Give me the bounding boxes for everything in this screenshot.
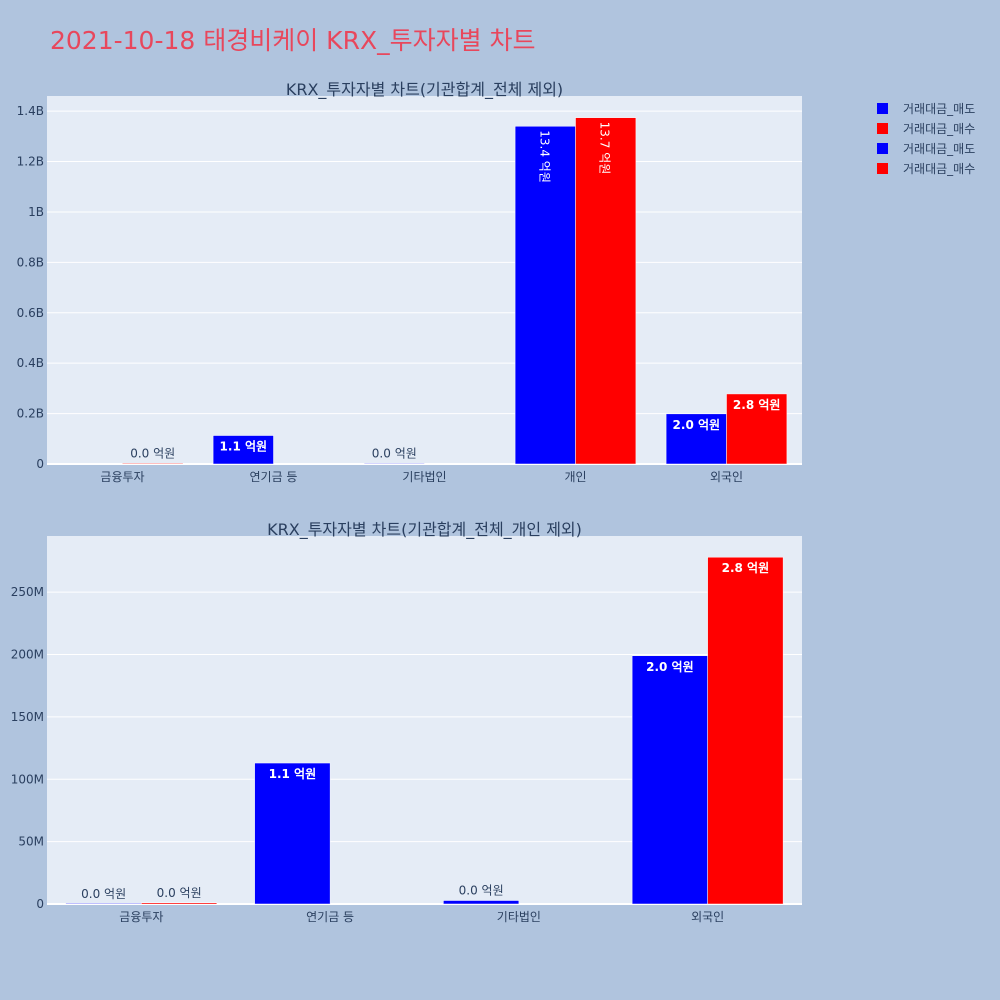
y-tick-label: 0 [36,457,44,471]
bar-label: 1.1 억원 [269,767,317,781]
legend-swatch [877,163,888,174]
legend-label[interactable]: 거래대금_매도 [903,142,975,156]
bar-label: 13.4 억원 [537,130,551,183]
chart-title: KRX_투자자별 차트(기관합계_전체_개인 제외) [267,520,582,540]
chart-investor-total: KRX_투자자별 차트(기관합계_전체 제외) 0 0.2B 0.4B 0.6B 0.8B… [17,80,802,484]
chart-title: KRX_투자자별 차트(기관합계_전체 제외) [286,80,563,100]
x-tick-label: 기타법인 [402,470,446,484]
bar [631,655,708,905]
bar-label: 0.0 억원 [81,887,126,901]
page-title: 2021-10-18 태경비케이 KRX_투자자별 차트 [50,26,536,55]
x-tick-label: 개인 [564,470,586,484]
y-tick-label: 50M [18,835,44,849]
y-tick-label: 0.6B [17,306,44,320]
bar [443,900,520,905]
legend-label[interactable]: 거래대금_매도 [903,102,975,116]
legend-swatch [877,123,888,134]
bar-label: 2.8 억원 [733,398,781,412]
bar [514,125,576,465]
x-tick-label: 외국인 [710,470,743,484]
plot-area [47,96,802,464]
y-tick-label: 1.2B [17,155,44,169]
bar-label: 2.0 억원 [646,660,694,674]
bar-label: 1.1 억원 [220,440,268,454]
legend-label[interactable]: 거래대금_매수 [903,122,975,136]
bar [363,463,425,465]
bar [707,556,784,905]
bar-label: 2.0 억원 [673,418,721,432]
bar [212,435,274,465]
legend-label[interactable]: 거래대금_매수 [903,162,975,176]
y-tick-label: 250M [11,585,44,599]
bar [575,117,637,465]
bar-label: 0.0 억원 [157,886,202,900]
y-tick-label: 1.4B [17,104,44,118]
y-tick-label: 0.2B [17,407,44,421]
y-tick-label: 1B [28,205,44,219]
bar-label: 0.0 억원 [459,884,504,898]
x-tick-label: 외국인 [691,910,724,924]
x-tick-label: 기타법인 [497,910,541,924]
y-tick-label: 0.4B [17,356,44,370]
bar-label: 13.7 억원 [598,122,612,175]
bar [726,393,788,465]
bar [141,902,218,905]
bar-label: 0.0 억원 [130,447,175,461]
bar-label: 0.0 억원 [372,446,417,460]
legend-swatch [877,103,888,114]
y-tick-label: 200M [11,648,44,662]
y-tick-label: 100M [11,772,44,786]
legend-swatch [877,143,888,154]
bar-label: 2.8 억원 [722,561,770,575]
bar [254,762,331,905]
chart-investor-excl-individual: KRX_투자자별 차트(기관합계_전체_개인 제외) 0 50M 100M 150M 20… [11,520,802,924]
y-tick-label: 0.8B [17,255,44,269]
y-tick-label: 150M [11,710,44,724]
x-tick-label: 금융투자 [119,910,163,924]
y-tick-label: 0 [36,897,44,911]
x-tick-label: 연기금 등 [306,910,354,924]
x-tick-label: 금융투자 [100,470,144,484]
x-tick-label: 연기금 등 [250,470,298,484]
